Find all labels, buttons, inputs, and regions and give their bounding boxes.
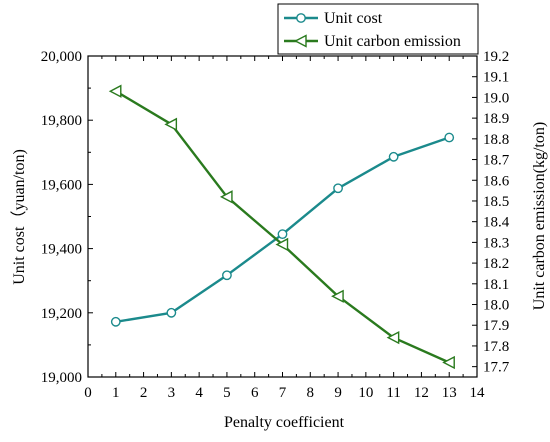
y2-tick-label: 18.8 — [483, 132, 509, 148]
series-2-point — [219, 190, 233, 204]
y2-tick-label: 18.9 — [483, 111, 509, 127]
y2-tick-label: 19.1 — [483, 70, 509, 86]
x-tick-label: 9 — [334, 385, 342, 401]
y-tick-label: 19,800 — [41, 113, 82, 129]
x-tick-label: 10 — [358, 385, 373, 401]
x-tick-label: 5 — [223, 385, 231, 401]
y2-tick-label: 18.2 — [483, 256, 509, 272]
y2-tick-label: 18.6 — [483, 173, 510, 189]
series-1-point — [444, 132, 455, 143]
y2-tick-label: 17.9 — [483, 318, 509, 334]
x-tick-label: 0 — [84, 385, 92, 401]
y2-tick-label: 18.0 — [483, 298, 509, 314]
series-2-point — [275, 237, 289, 252]
series-line-2 — [115, 90, 450, 364]
x-tick-label: 7 — [279, 385, 287, 401]
series-1-point — [166, 307, 177, 318]
y2-tick-label: 18.5 — [483, 194, 509, 210]
series-2-point — [108, 84, 122, 98]
y-tick-label: 19,000 — [41, 370, 82, 386]
series-2-point — [331, 289, 344, 303]
legend-box — [277, 3, 479, 55]
y-tick-label: 19,600 — [41, 177, 82, 193]
legend-marker-1 — [296, 13, 306, 23]
series-2-point — [386, 330, 400, 345]
legend-label-1: Unit cost — [324, 10, 383, 27]
x-tick-label: 11 — [386, 385, 400, 401]
y2-tick-label: 17.7 — [483, 360, 510, 376]
y-axis-left-label: Unit cost（yuan/ton) — [10, 149, 28, 285]
y-axis-right-label: Unit carbon emission(kg/ton) — [531, 122, 548, 310]
legend-marker-2 — [293, 34, 307, 48]
series-1-point — [333, 183, 343, 194]
x-axis-label: Penalty coefficient — [224, 414, 345, 431]
y2-tick-label: 19.2 — [483, 49, 509, 65]
series-1-point — [277, 229, 288, 240]
plot-layer: 0 1 2 3 4 5 6 7 8 9 10 11 12 13 1419,00019,20019,40019… — [41, 3, 510, 401]
x-tick-label: 12 — [414, 385, 429, 401]
series-1-point — [388, 151, 399, 162]
y2-tick-label: 18.3 — [483, 235, 509, 251]
x-tick-label: 4 — [195, 385, 203, 401]
y2-tick-label: 18.7 — [483, 153, 510, 169]
x-tick-label: 14 — [470, 385, 486, 401]
plot-frame — [87, 55, 478, 378]
y2-tick-label: 17.8 — [483, 339, 509, 355]
y-tick-label: 20,000 — [41, 49, 82, 65]
legend-label-2: Unit carbon emission — [324, 33, 461, 50]
y2-tick-label: 18.4 — [483, 215, 510, 231]
x-tick-label: 13 — [442, 385, 457, 401]
x-tick-label: 1 — [112, 385, 120, 401]
x-tick-label: 6 — [251, 385, 259, 401]
series-2-point — [164, 117, 178, 131]
y-tick-label: 19,400 — [41, 242, 82, 258]
x-tick-label: 2 — [140, 385, 148, 401]
y2-tick-label: 19.0 — [483, 90, 509, 106]
series-2-point — [442, 355, 455, 370]
series-1-point — [110, 316, 121, 327]
series-1-point — [222, 270, 232, 281]
x-tick-label: 8 — [307, 385, 315, 401]
y-tick-label: 19,200 — [41, 306, 82, 322]
y2-tick-label: 18.1 — [483, 277, 509, 293]
x-tick-label: 3 — [168, 385, 176, 401]
